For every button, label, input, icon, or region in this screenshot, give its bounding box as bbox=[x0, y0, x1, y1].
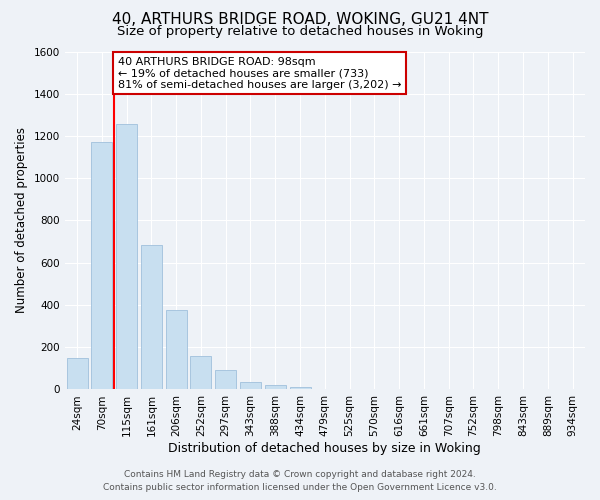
Bar bbox=[290, 388, 311, 390]
Bar bbox=[215, 370, 236, 390]
Bar bbox=[141, 245, 162, 390]
Bar bbox=[265, 385, 286, 390]
X-axis label: Distribution of detached houses by size in Woking: Distribution of detached houses by size … bbox=[169, 442, 481, 455]
Bar bbox=[190, 356, 211, 390]
Text: 40 ARTHURS BRIDGE ROAD: 98sqm
← 19% of detached houses are smaller (733)
81% of : 40 ARTHURS BRIDGE ROAD: 98sqm ← 19% of d… bbox=[118, 57, 401, 90]
Text: Contains HM Land Registry data © Crown copyright and database right 2024.
Contai: Contains HM Land Registry data © Crown c… bbox=[103, 470, 497, 492]
Text: 40, ARTHURS BRIDGE ROAD, WOKING, GU21 4NT: 40, ARTHURS BRIDGE ROAD, WOKING, GU21 4N… bbox=[112, 12, 488, 28]
Y-axis label: Number of detached properties: Number of detached properties bbox=[15, 128, 28, 314]
Bar bbox=[166, 310, 187, 390]
Bar bbox=[91, 142, 112, 390]
Bar bbox=[67, 358, 88, 390]
Bar bbox=[240, 382, 261, 390]
Text: Size of property relative to detached houses in Woking: Size of property relative to detached ho… bbox=[117, 25, 483, 38]
Bar bbox=[116, 124, 137, 390]
